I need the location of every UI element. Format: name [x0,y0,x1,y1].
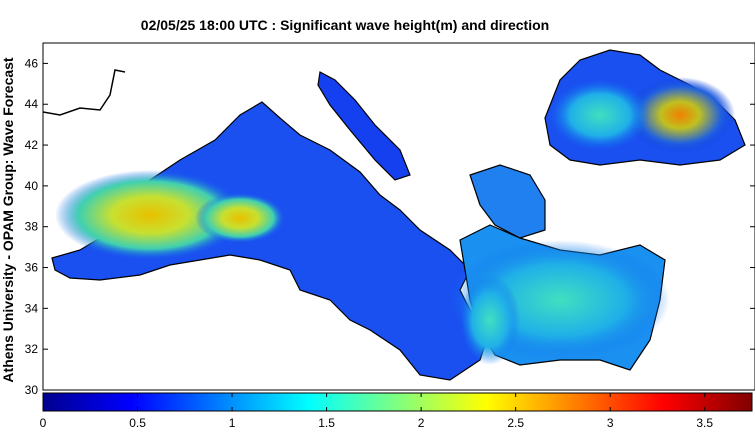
wave-field [460,275,520,365]
wave-field [55,170,245,260]
axes: 30 32 34 36 38 40 42 44 46 0 0.5 1 1.5 2 2.5 3 3.5 [25,56,755,430]
colorbar-tick-label: 3 [607,416,614,430]
y-tick-label: 30 [25,383,39,397]
y-tick-label: 34 [25,301,39,315]
y-tick-label: 32 [25,342,39,356]
chart-title: 02/05/25 18:00 UTC : Significant wave he… [141,17,549,33]
colorbar-tick-label: 2 [418,416,425,430]
colorbar-tick-label: 1 [229,416,236,430]
wave-field [550,80,650,150]
y-tick-label: 40 [25,179,39,193]
y-tick-label: 36 [25,261,39,275]
colorbar [42,392,753,412]
colorbar-tick-label: 1.5 [318,416,335,430]
colorbar-tick-label: 0.5 [129,416,146,430]
colorbar-tick-label: 2.5 [507,416,524,430]
y-axis-label: Athens University - OPAM Group: Wave For… [0,57,16,383]
y-tick-label: 42 [25,138,39,152]
y-tick-label: 46 [25,56,39,70]
coastline [43,69,126,116]
y-tick-label: 44 [25,97,39,111]
sea-adriatic [317,71,411,181]
colorbar-tick-label: 3.5 [696,416,713,430]
wave-field [625,77,735,153]
map [43,49,746,381]
sea-aegean [469,164,546,239]
plot-frame [42,42,755,391]
colorbar-tick-label: 0 [40,416,47,430]
y-tick-label: 38 [25,220,39,234]
wave-field [195,193,285,243]
